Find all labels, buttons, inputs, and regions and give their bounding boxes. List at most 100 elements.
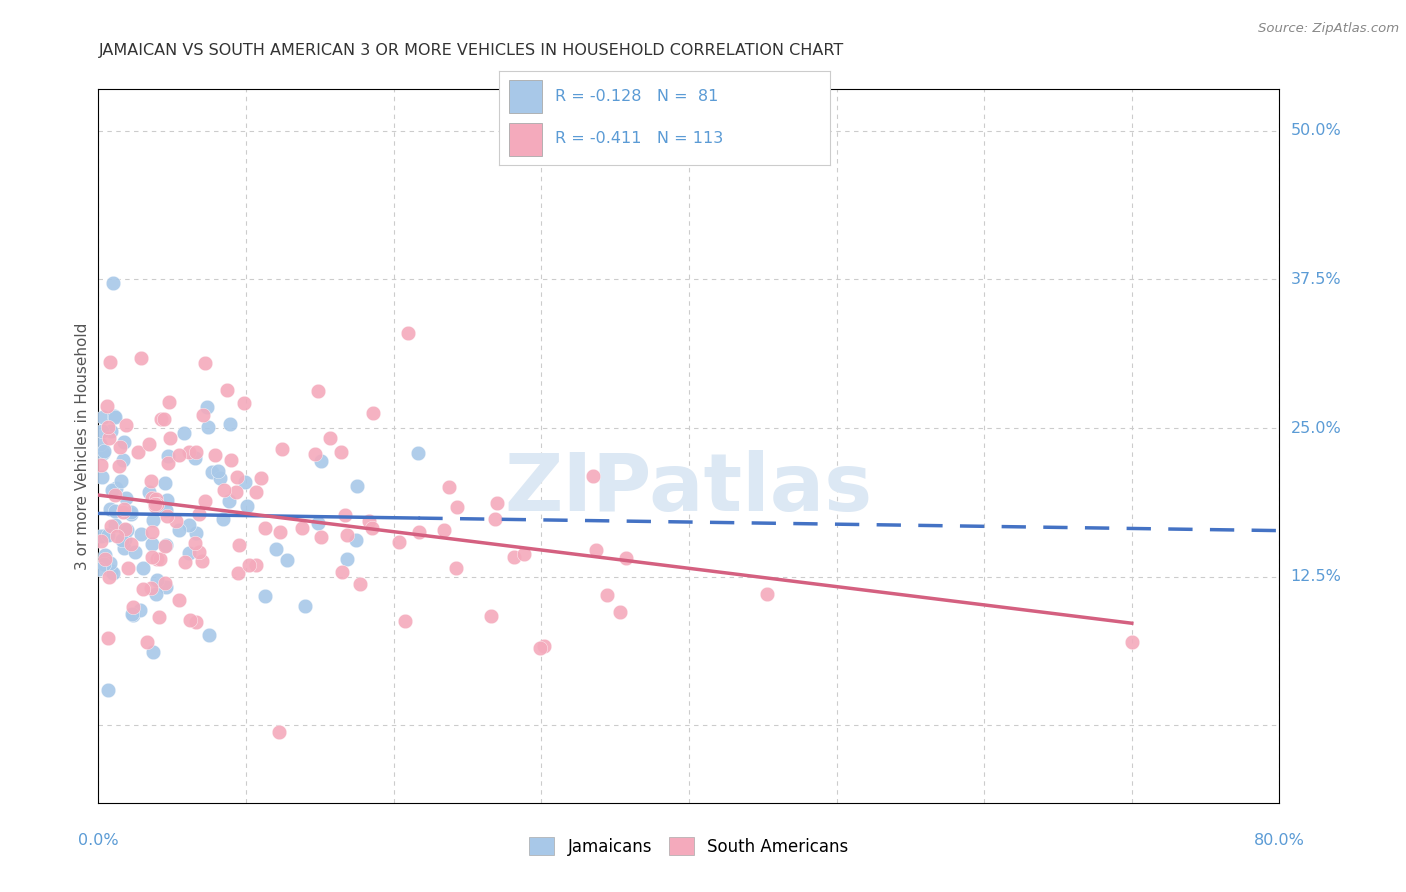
Point [529,640,551,655]
Point [157,456,180,470]
Point [184,445,207,459]
Point [120,505,142,519]
Point [226,566,249,581]
Point [141,524,163,539]
Y-axis label: 3 or more Vehicles in Household: 3 or more Vehicles in Household [75,322,90,570]
Point [155,538,177,552]
Point [187,507,209,521]
Point [96,399,118,413]
Point [156,492,179,507]
Point [207,464,229,478]
Point [141,491,163,505]
Point [169,592,191,607]
Text: R = -0.128   N =  81: R = -0.128 N = 81 [555,88,718,103]
Point [307,516,329,530]
Point [108,440,131,454]
Point [112,541,135,556]
Point [388,535,411,549]
Point [236,500,259,514]
Point [159,431,181,445]
Point [143,497,166,511]
Point [582,468,605,483]
Point [138,484,160,499]
Point [120,507,142,521]
Point [103,276,125,290]
Point [173,425,195,440]
Point [121,599,143,614]
Point [90,529,112,543]
Point [153,411,176,425]
Point [344,533,367,548]
Point [143,500,166,514]
Point [139,581,162,595]
Point [94,552,117,566]
Point [96,631,118,645]
Point [250,471,273,485]
Point [336,552,359,566]
Point [479,609,502,624]
Point [96,528,118,542]
Point [122,608,145,623]
Point [194,356,217,370]
Point [408,525,430,540]
Point [596,589,619,603]
Point [446,500,468,515]
Point [105,528,128,542]
Point [614,550,637,565]
Point [329,444,352,458]
Point [155,508,177,523]
Point [94,548,117,562]
Text: 50.0%: 50.0% [1291,123,1341,138]
Point [238,558,260,572]
Text: 80.0%: 80.0% [1254,833,1305,848]
Point [179,613,201,627]
Point [157,395,180,409]
Point [233,395,256,409]
Point [756,587,779,601]
Point [191,408,214,422]
Point [304,447,326,461]
Point [127,445,149,459]
Point [141,549,163,564]
Point [396,326,419,340]
Point [90,534,112,549]
Point [336,527,359,541]
Point [104,518,127,533]
Point [269,525,291,540]
Point [142,513,165,527]
Point [153,576,176,591]
Point [184,535,207,549]
Point [294,599,316,613]
Point [103,504,125,518]
Point [94,528,117,542]
Point [245,485,267,500]
Point [245,558,267,572]
Text: ZIPatlas: ZIPatlas [505,450,873,528]
Point [319,431,342,445]
Point [309,530,332,544]
Point [167,523,190,537]
Point [114,533,136,547]
Point [215,384,238,398]
Point [103,566,125,581]
Text: 37.5%: 37.5% [1291,272,1341,287]
Point [105,482,128,496]
Point [129,351,152,365]
Point [195,400,218,414]
Point [188,544,211,558]
Point [97,570,120,584]
Point [112,502,135,516]
Point [253,521,276,535]
Point [146,552,169,566]
Point [486,496,509,510]
Point [131,582,153,596]
Point [585,543,607,558]
Point [201,465,224,479]
Point [225,484,247,499]
Point [264,542,287,557]
Point [330,565,353,579]
Point [225,469,247,483]
Point [111,533,134,548]
Point [155,580,177,594]
Point [361,521,384,535]
